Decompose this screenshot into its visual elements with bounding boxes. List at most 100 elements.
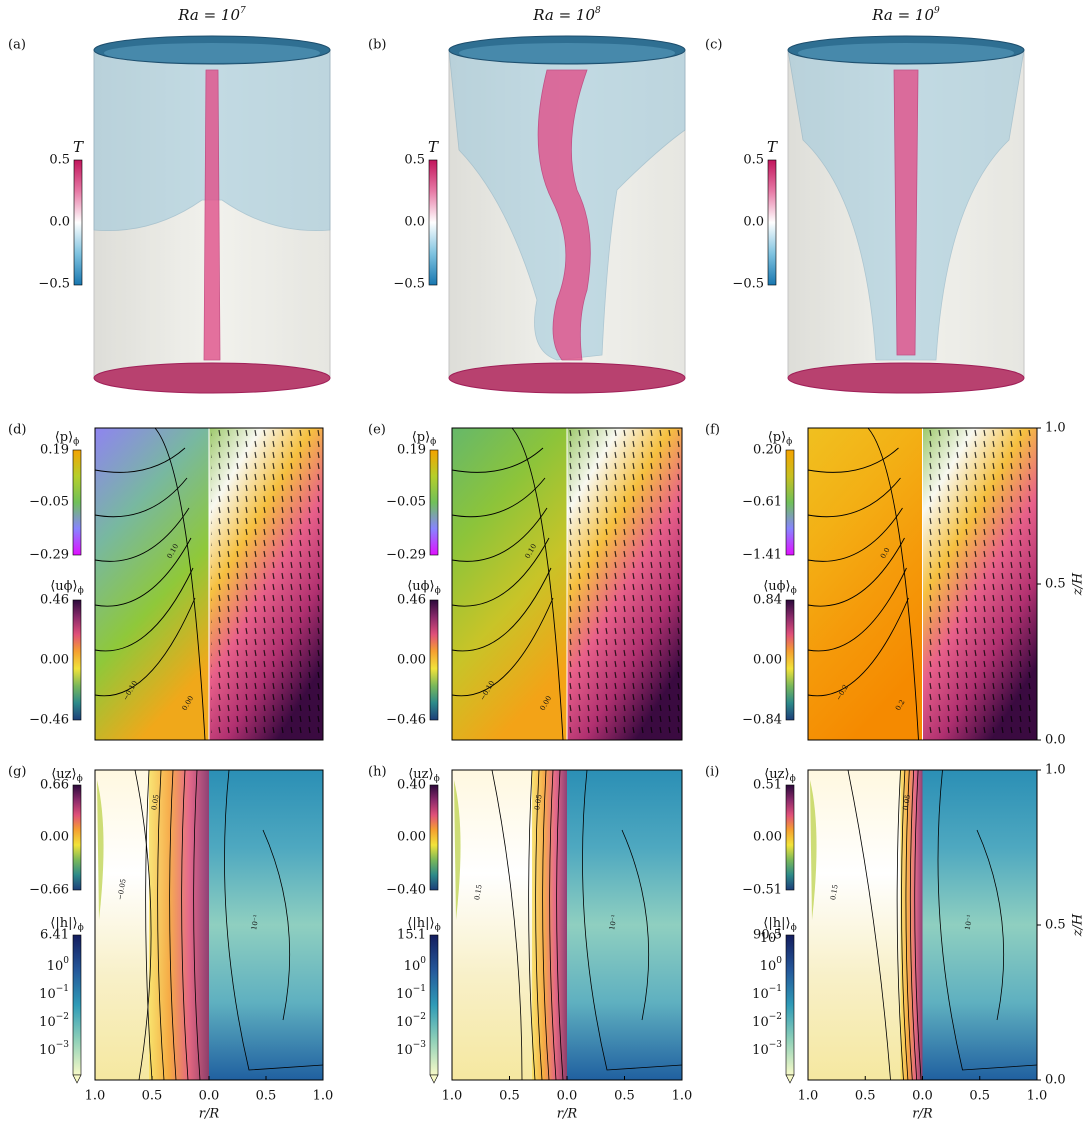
hot-plume [893, 69, 919, 356]
subscript: ϕ [434, 774, 440, 784]
colorbar [785, 784, 795, 891]
label: −0.66 [29, 883, 69, 898]
contour [867, 427, 919, 741]
label: −0.05 [116, 878, 128, 901]
colorbar [73, 159, 83, 286]
subscript: ϕ [78, 586, 84, 596]
label: (i) [705, 765, 719, 780]
label-main: ⟨p⟩ [768, 430, 786, 445]
label-main: 10 [47, 959, 64, 974]
contour [901, 769, 909, 1081]
contour [451, 447, 544, 473]
label: 0.5 [855, 1089, 876, 1104]
label-main: 10 [404, 959, 421, 974]
hot-plume [537, 69, 591, 361]
label: ⟨uϕ⟩ϕ [407, 579, 441, 596]
superscript: −1 [56, 984, 69, 994]
label: −0.5 [38, 277, 70, 292]
contour [451, 567, 552, 652]
label: 10−3 [752, 1040, 782, 1058]
label-main: ⟨|h|⟩ [407, 916, 434, 931]
label: 0.0 [49, 215, 70, 230]
label: 1.0 [1045, 763, 1066, 778]
colorbar [767, 159, 777, 286]
bottom-plate [787, 362, 1025, 394]
colorbar [429, 449, 439, 556]
label: 0.19 [40, 443, 69, 458]
bottom-plate [448, 362, 686, 394]
helicity-map [922, 770, 1037, 1080]
bottom-plate [93, 362, 331, 394]
label: 1.0 [442, 1089, 463, 1104]
contour [896, 769, 904, 1081]
contour [549, 769, 557, 1081]
label: 10−1 [39, 984, 69, 1002]
contour [937, 769, 1038, 1071]
colorbar [72, 449, 82, 556]
contour [976, 829, 1005, 1021]
label: (h) [368, 765, 387, 780]
subscript: ϕ [786, 437, 792, 447]
label: −0.29 [386, 548, 426, 563]
label: 0.0 [1045, 733, 1066, 748]
contour [542, 769, 550, 1081]
label: −0.05 [386, 495, 426, 510]
label: 15.1 [397, 928, 426, 943]
contour [145, 769, 153, 1081]
contour [528, 769, 536, 1081]
colorbar [429, 934, 439, 1076]
contour [807, 597, 909, 697]
label: 0.5 [256, 1089, 277, 1104]
label: Ra = 108 [532, 6, 601, 25]
superscript: −3 [769, 1040, 783, 1050]
label-main: 10 [39, 1015, 56, 1030]
contour [511, 427, 564, 741]
label-main: 10 [752, 1043, 769, 1058]
subscript: ϕ [430, 437, 436, 447]
contour [909, 769, 918, 1081]
colorbar [428, 159, 438, 286]
contour [157, 769, 165, 1081]
label: 10−2 [752, 1012, 782, 1030]
subscript: ϕ [435, 923, 441, 933]
label: 0.5 [743, 153, 764, 168]
downdraft-wall [97, 780, 104, 920]
colorbar-extend [785, 1074, 795, 1084]
label: 0.05 [533, 794, 544, 811]
label: ⟨p⟩ϕ [768, 430, 793, 447]
label: 1.0 [798, 1089, 819, 1104]
label: r/R [557, 1107, 578, 1122]
velocity-arrows [211, 430, 321, 738]
label-main: 10 [752, 1015, 769, 1030]
label: 10⁻¹ [608, 914, 619, 931]
colorbar [72, 934, 82, 1076]
velocity-arrows [924, 430, 1035, 738]
label: 0.20 [753, 443, 782, 458]
top-plate-inner [798, 43, 1014, 63]
label: 10−2 [39, 1012, 69, 1030]
label: ⟨|h|⟩ϕ [50, 916, 83, 933]
label-main: 10 [396, 1015, 413, 1030]
contour [94, 567, 194, 652]
contour [169, 769, 177, 1081]
label: Ra = 109 [871, 6, 940, 25]
label: 100 [760, 956, 783, 974]
label: ⟨uz⟩ϕ [408, 767, 440, 784]
label: T [73, 138, 84, 156]
label: (c) [705, 38, 722, 53]
label: ⟨|h|⟩ϕ [407, 916, 440, 933]
label: ⟨uz⟩ϕ [51, 767, 83, 784]
subscript: ϕ [73, 437, 79, 447]
label: 0.5 [142, 1089, 163, 1104]
label: 0.0 [743, 215, 764, 230]
label: 0.5 [1045, 577, 1066, 592]
label: z/H [1071, 913, 1086, 937]
contour [807, 537, 905, 607]
label: (a) [8, 38, 26, 53]
label-main: 10 [396, 1043, 413, 1058]
label: −0.51 [742, 883, 782, 898]
label: 0.00 [397, 653, 426, 668]
label: 0.00 [753, 653, 782, 668]
downdraft-wall [454, 780, 461, 920]
superscript: −3 [413, 1040, 427, 1050]
